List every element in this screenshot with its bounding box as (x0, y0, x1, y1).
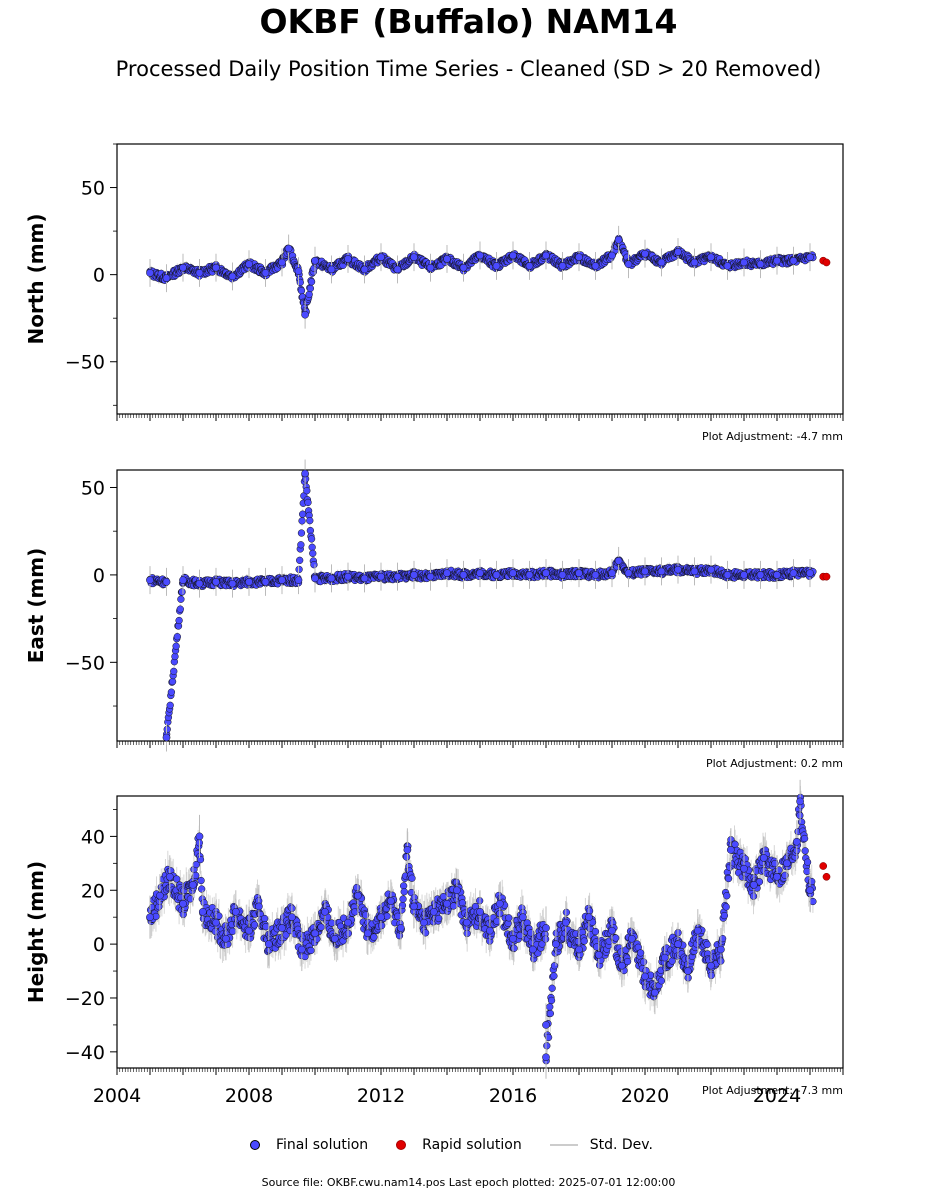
y-axis-label: East (mm) (24, 548, 48, 664)
final-solution-point (311, 256, 319, 265)
final-solution-point (303, 487, 311, 495)
final-solution-point (296, 278, 304, 287)
final-solution-point (542, 251, 550, 260)
final-solution-point (657, 258, 666, 267)
final-solution-point (175, 616, 183, 625)
final-solution-point (308, 543, 316, 551)
final-solution-point (426, 263, 435, 272)
y-tick-label: 0 (93, 565, 105, 587)
final-solution-point (301, 310, 309, 319)
final-solution-point (806, 253, 814, 262)
final-solution-point (228, 272, 237, 281)
final-solution-point (178, 588, 186, 596)
final-solution-point (773, 256, 781, 265)
final-solution-point (278, 258, 286, 267)
final-solution-point (327, 265, 336, 274)
final-solution-point (172, 642, 180, 650)
final-solution-point (393, 265, 402, 274)
final-solution-point (195, 269, 204, 277)
final-solution-point (558, 262, 567, 270)
final-solution-point (179, 263, 187, 272)
plot-frame (116, 469, 844, 742)
final-solution-point (170, 667, 178, 675)
final-solution-point (690, 258, 699, 267)
final-solution-point (167, 688, 176, 696)
final-solution-point (476, 251, 484, 260)
final-solution-point (245, 260, 253, 269)
final-solution-point (723, 262, 732, 270)
final-solution-point (707, 253, 715, 262)
final-solution-point (307, 535, 316, 543)
final-solution-point (294, 267, 303, 276)
final-solution-point (624, 260, 633, 269)
final-solution-point (307, 278, 316, 286)
final-solution-point (162, 274, 171, 282)
final-solution-point (492, 262, 501, 270)
chart-subtitle: Processed Daily Position Time Series - C… (115, 57, 822, 81)
final-solution-point (756, 260, 765, 269)
final-solution-point (674, 248, 682, 256)
final-solution-point (641, 249, 649, 258)
final-solution-point (168, 677, 177, 686)
final-solution-point (173, 633, 181, 641)
final-solution-point (146, 269, 154, 277)
final-solution-point (177, 595, 185, 603)
final-solution-point (297, 287, 306, 295)
final-solution-point (360, 265, 369, 274)
final-solution-point (509, 251, 517, 260)
final-solution-point (306, 284, 315, 293)
final-solution-point (296, 556, 304, 564)
final-solution-point (740, 258, 748, 267)
plot-adjustment-label: Plot Adjustment: -4.7 mm (702, 430, 843, 443)
final-solution-point (176, 605, 184, 613)
chart-title: OKBF (Buffalo) NAM14 (259, 2, 678, 41)
final-solution-point (295, 565, 303, 574)
final-solution-point (575, 253, 583, 262)
rapid-solution-point (822, 258, 831, 267)
plot-adjustment-label: Plot Adjustment: 0.2 mm (706, 757, 843, 770)
final-solution-point (212, 263, 220, 272)
final-solution-point (304, 498, 312, 507)
y-axis-label: North (mm) (24, 213, 48, 344)
final-solution-point (525, 262, 534, 270)
final-solution-point (284, 244, 293, 253)
y-tick-label: −50 (65, 652, 105, 674)
final-solution-point (377, 253, 385, 262)
final-solution-point (261, 269, 270, 277)
final-solution-point (163, 725, 171, 733)
final-solution-point (591, 262, 600, 270)
final-solution-point (344, 255, 352, 263)
y-tick-label: 0 (93, 265, 105, 287)
final-solution-point (305, 290, 313, 299)
final-solution-point (298, 517, 306, 525)
final-solution-point (443, 255, 451, 263)
final-solution-point (310, 561, 318, 569)
final-solution-point (410, 253, 418, 262)
final-solution-point (306, 517, 314, 525)
final-solution-point (614, 235, 623, 244)
final-solution-point (297, 541, 305, 549)
final-solution-point (297, 529, 306, 537)
final-solution-point (166, 701, 174, 709)
y-tick-label: 50 (81, 178, 105, 200)
y-tick-label: −50 (65, 352, 105, 374)
final-solution-point (608, 251, 616, 260)
final-solution-point (459, 263, 468, 272)
final-solution-point (789, 256, 798, 265)
plots-svg: −50 0 50 North (mm) Plot Adjustment: -4.7 mm… (24, 143, 844, 1107)
y-tick-label: 50 (81, 477, 105, 499)
final-solution-point (299, 510, 307, 518)
final-solution-point (309, 549, 317, 558)
